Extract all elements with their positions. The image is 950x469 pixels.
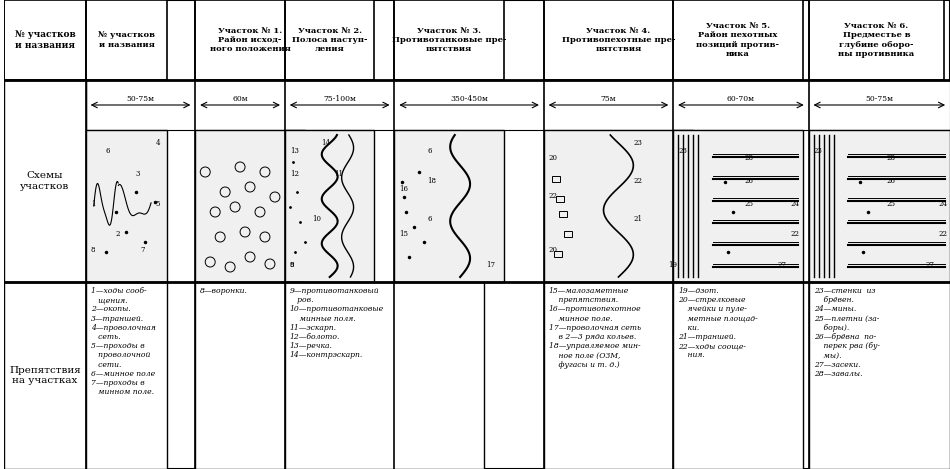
Text: 23: 23 bbox=[813, 147, 823, 155]
Bar bbox=[559, 211, 566, 217]
Text: 18: 18 bbox=[428, 177, 436, 185]
Bar bbox=[808, 0, 944, 80]
Text: 15—малозаметные
    препятствия.
16—противопехотное
    минное поле.
17—проволоч: 15—малозаметные препятствия. 16—противоп… bbox=[549, 287, 641, 369]
Text: 4: 4 bbox=[156, 139, 160, 147]
Bar bbox=[285, 130, 374, 282]
Text: 13: 13 bbox=[290, 147, 298, 155]
Text: Участок № 2.
Полоса наступ-
ления: Участок № 2. Полоса наступ- ления bbox=[292, 27, 368, 53]
Text: 9: 9 bbox=[290, 261, 294, 269]
Text: 11: 11 bbox=[334, 170, 343, 178]
Text: 50-75м: 50-75м bbox=[126, 95, 155, 103]
Text: 21: 21 bbox=[634, 215, 642, 223]
Text: Схемы
участков: Схемы участков bbox=[20, 171, 69, 191]
Bar bbox=[394, 130, 504, 282]
Text: 25: 25 bbox=[886, 200, 896, 208]
Text: 350-450м: 350-450м bbox=[450, 95, 488, 103]
Text: 60м: 60м bbox=[232, 95, 248, 103]
Text: 8—воронки.: 8—воронки. bbox=[200, 287, 248, 295]
Text: 5: 5 bbox=[156, 200, 160, 208]
Text: 22: 22 bbox=[938, 230, 947, 238]
Bar bbox=[86, 282, 167, 469]
Text: 15: 15 bbox=[399, 230, 408, 238]
Bar bbox=[196, 130, 305, 282]
Bar bbox=[808, 130, 950, 282]
Bar bbox=[543, 282, 694, 469]
Text: 6: 6 bbox=[428, 147, 431, 155]
Text: 1—ходы сооб-
   щения.
2—окопы.
3—траншей.
4—проволочная
   сеть.
5—проходы в
  : 1—ходы сооб- щения. 2—окопы. 3—траншей. … bbox=[90, 287, 156, 396]
Text: 27: 27 bbox=[778, 261, 787, 269]
Text: 75-100м: 75-100м bbox=[323, 95, 356, 103]
Text: 12: 12 bbox=[290, 170, 299, 178]
Bar bbox=[543, 130, 694, 282]
Text: 25: 25 bbox=[745, 200, 753, 208]
Text: 6: 6 bbox=[105, 147, 110, 155]
Bar bbox=[285, 282, 484, 469]
Text: 9—противотанковый
   ров.
10—противотанковые
    минные поля.
11—эскарп.
12—боло: 9—противотанковый ров. 10—противотанковы… bbox=[290, 287, 384, 359]
Text: 7: 7 bbox=[141, 246, 145, 254]
Bar bbox=[285, 0, 374, 80]
Text: 22: 22 bbox=[790, 230, 800, 238]
Text: 2: 2 bbox=[116, 230, 120, 238]
Text: Участок № 3.
Противотанковые пре-
пятствия: Участок № 3. Противотанковые пре- пятств… bbox=[392, 27, 506, 53]
Bar bbox=[196, 0, 305, 80]
Bar bbox=[4, 0, 85, 80]
Text: 10: 10 bbox=[312, 215, 321, 223]
Text: 22: 22 bbox=[634, 177, 642, 185]
Bar bbox=[674, 130, 803, 282]
Text: 50-75м: 50-75м bbox=[865, 95, 893, 103]
Bar bbox=[543, 0, 694, 80]
Text: 26: 26 bbox=[745, 177, 753, 185]
Bar bbox=[674, 0, 803, 80]
Bar bbox=[86, 130, 167, 282]
Text: Участок № 1.
Район исход-
ного положения: Участок № 1. Район исход- ного положения bbox=[210, 27, 291, 53]
Bar bbox=[86, 0, 167, 80]
Text: Участок № 4.
Противопехотные пре-
пятствия: Участок № 4. Противопехотные пре- пятств… bbox=[561, 27, 675, 53]
Text: 3: 3 bbox=[136, 170, 140, 178]
Text: 19—дзот.
20—стрелковые
    ячейки и пуле-
    метные площад-
    ки.
21—траншей.: 19—дзот. 20—стрелковые ячейки и пуле- ме… bbox=[678, 287, 758, 359]
Text: 6: 6 bbox=[428, 215, 431, 223]
Bar bbox=[563, 231, 572, 237]
Text: № участков
и названия: № участков и названия bbox=[14, 30, 75, 50]
Text: 23—стенки  из
    брёвен.
24—мины.
25—плетни (за-
    боры).
26—брёвна  по-
    : 23—стенки из брёвен. 24—мины. 25—плетни … bbox=[813, 287, 880, 378]
Text: 60-70м: 60-70м bbox=[727, 95, 755, 103]
Bar bbox=[4, 80, 85, 130]
Bar bbox=[554, 251, 561, 257]
Bar bbox=[556, 196, 563, 202]
Text: 26: 26 bbox=[886, 177, 896, 185]
Text: 27: 27 bbox=[925, 261, 934, 269]
Text: 28: 28 bbox=[745, 154, 753, 162]
Text: 23: 23 bbox=[678, 147, 687, 155]
Text: 24: 24 bbox=[938, 200, 947, 208]
Bar bbox=[808, 282, 950, 469]
Text: 16: 16 bbox=[399, 185, 408, 193]
Text: 75м: 75м bbox=[600, 95, 617, 103]
Bar bbox=[552, 176, 560, 182]
Bar bbox=[86, 80, 950, 130]
Text: 8: 8 bbox=[90, 246, 95, 254]
Text: 14: 14 bbox=[321, 139, 330, 147]
Bar bbox=[394, 0, 504, 80]
Text: 17: 17 bbox=[486, 261, 495, 269]
Text: 19: 19 bbox=[668, 261, 677, 269]
Bar bbox=[4, 80, 85, 282]
Text: 20: 20 bbox=[549, 154, 558, 162]
Text: № участков
и названия: № участков и названия bbox=[98, 31, 155, 49]
Bar bbox=[4, 282, 85, 469]
Text: 1: 1 bbox=[90, 200, 95, 208]
Text: 20: 20 bbox=[549, 246, 558, 254]
Text: 24: 24 bbox=[790, 200, 800, 208]
Text: Участок № 6.
Предместье в
глубине оборо-
ны противника: Участок № 6. Предместье в глубине оборо-… bbox=[838, 22, 915, 58]
Text: Препятствия
на участках: Препятствия на участках bbox=[10, 366, 81, 385]
Bar bbox=[196, 282, 305, 469]
Text: 28: 28 bbox=[886, 154, 896, 162]
Text: Участок № 5.
Район пехотных
позиций против-
ника: Участок № 5. Район пехотных позиций прот… bbox=[696, 22, 779, 58]
Text: 22: 22 bbox=[549, 192, 558, 200]
Bar bbox=[674, 282, 803, 469]
Text: 23: 23 bbox=[634, 139, 642, 147]
Text: 8: 8 bbox=[290, 261, 294, 269]
